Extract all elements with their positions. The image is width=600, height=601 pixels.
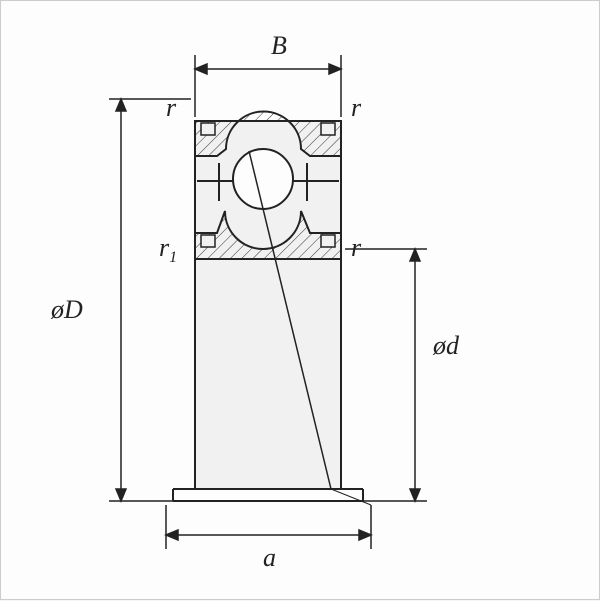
label-D: øD — [51, 295, 83, 325]
label-r-mid: r — [351, 233, 361, 263]
label-r-top-right: r — [351, 93, 361, 123]
label-r1: r1 — [159, 233, 177, 267]
dim-d — [345, 249, 427, 501]
label-a: a — [263, 543, 276, 573]
label-B: B — [271, 31, 287, 61]
label-r1-sub: 1 — [169, 249, 177, 266]
dim-D — [109, 99, 191, 501]
dim-B — [195, 55, 341, 117]
label-r1-main: r — [159, 233, 169, 262]
dim-a — [166, 489, 371, 549]
outer-race — [173, 112, 363, 502]
bearing-diagram: B r r r r1 øD ød a — [0, 0, 600, 600]
diagram-svg — [1, 1, 600, 601]
label-r-top-left: r — [166, 93, 176, 123]
label-d: ød — [433, 331, 459, 361]
ball — [233, 149, 293, 209]
